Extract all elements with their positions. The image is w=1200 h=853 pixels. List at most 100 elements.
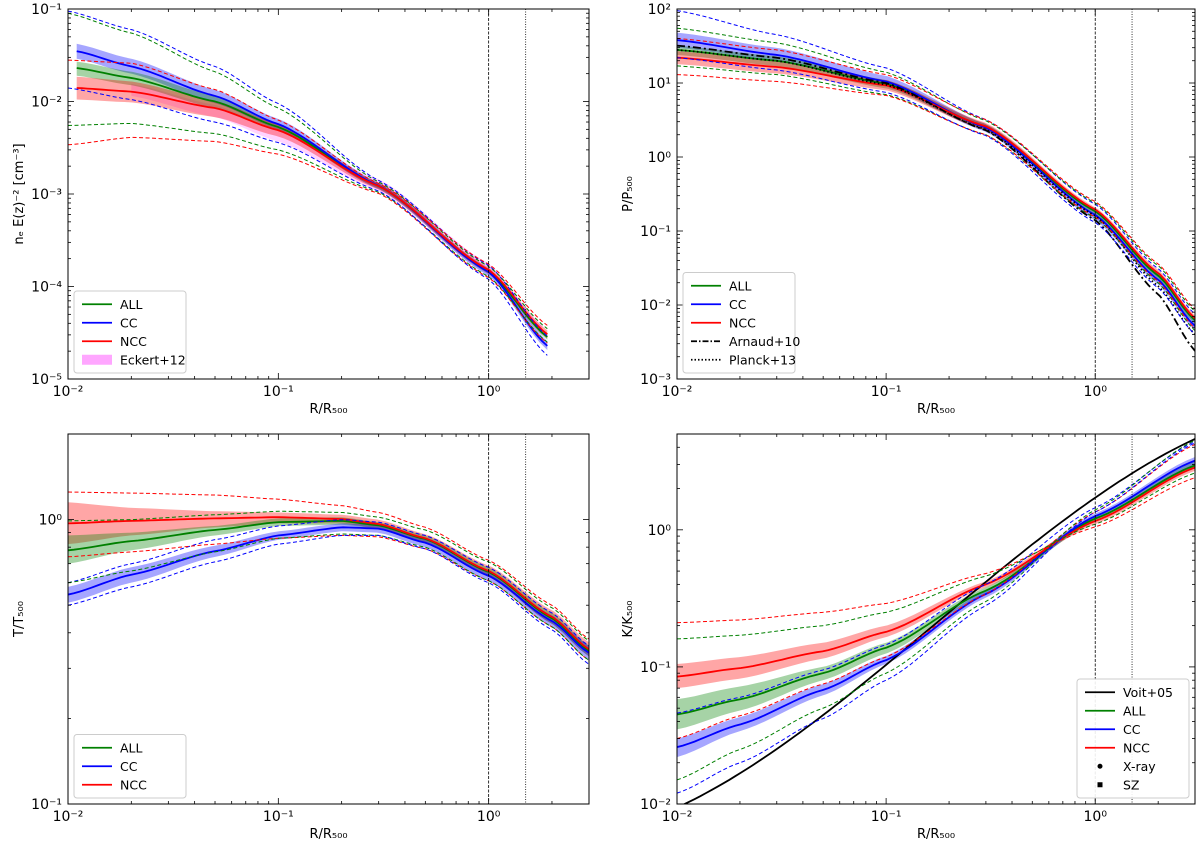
x-axis-label: R/R₅₀₀ (309, 827, 347, 842)
x-tick-label: 10⁻² (662, 384, 693, 400)
y-tick-label: 10⁻¹ (31, 797, 62, 813)
envelope-line-3 (68, 491, 589, 640)
legend-item-cc: CC (82, 759, 138, 774)
envelope-line-9 (677, 74, 1195, 329)
series-all (677, 464, 1195, 716)
plot-area (68, 10, 548, 356)
envelope-line-3 (68, 10, 548, 337)
series-voit-05 (682, 438, 1195, 804)
legend-label: SZ (1123, 777, 1140, 792)
legend-item-eckert-12: Eckert+12 (82, 352, 186, 367)
legend-item-cc: CC (1085, 722, 1141, 737)
legend-swatch (82, 354, 112, 365)
legend-item-ncc: NCC (1085, 740, 1150, 755)
legend-item-ncc: NCC (82, 334, 147, 349)
envelope-line-9 (677, 442, 1195, 794)
axes-frame (676, 8, 1196, 380)
axes-frame (67, 433, 590, 805)
legend-item-ncc: NCC (691, 315, 756, 330)
y-tick-label: 10⁻⁵ (31, 372, 62, 388)
band-cc (68, 523, 589, 661)
series-ncc (68, 516, 589, 651)
ticks (67, 434, 589, 805)
series-cc (68, 526, 589, 654)
ticks (676, 8, 1195, 380)
legend-item-planck-13: Planck+13 (691, 352, 796, 367)
y-tick-label: 10⁻¹ (640, 660, 671, 676)
legend-swatch (1097, 763, 1103, 769)
y-tick-label: 10⁻² (31, 95, 62, 111)
y-axis-label: P/P₅₀₀ (621, 176, 636, 212)
legend-label: CC (729, 297, 747, 312)
envelope-line-5 (677, 472, 1195, 640)
envelope-line-8 (68, 534, 589, 665)
legend-item-all: ALL (82, 740, 143, 755)
y-tick-label: 10⁻¹ (640, 224, 671, 240)
y-tick-label: 10⁰ (39, 513, 63, 529)
legend-label: CC (120, 759, 138, 774)
y-tick-label: 10⁻³ (31, 187, 62, 203)
envelope-line-10 (677, 57, 1195, 335)
x-tick-label: 10⁰ (1084, 384, 1108, 400)
x-tick-label: 10⁰ (477, 809, 501, 825)
envelope-line-5 (677, 10, 1195, 315)
ticks (676, 434, 1195, 805)
legend-item-voit-05: Voit+05 (1085, 685, 1173, 700)
legend-label: CC (120, 315, 138, 330)
band-ncc (677, 464, 1195, 689)
envelope-line-8 (677, 65, 1195, 332)
envelope-line-5 (68, 519, 589, 647)
series-cc (677, 39, 1195, 327)
legend-label: Arnaud+10 (729, 334, 800, 349)
legend-item-cc: CC (82, 315, 138, 330)
legend-label: ALL (729, 278, 752, 293)
legend: Voit+05 ALL CC NCC X-ray SZ (1076, 678, 1190, 799)
legend-swatch (1097, 782, 1103, 788)
envelope-line-4 (68, 12, 548, 330)
legend-label: ALL (120, 297, 143, 312)
x-tick-label: 10⁻¹ (263, 384, 294, 400)
envelope-line-6 (68, 534, 589, 661)
x-tick-label: 10⁻¹ (263, 809, 294, 825)
plot-area (677, 10, 1195, 352)
x-tick-label: 10⁰ (477, 384, 501, 400)
plot-area (677, 438, 1195, 804)
band-eckert-12 (131, 83, 543, 337)
y-tick-label: 10⁻¹ (31, 2, 62, 18)
series-cc (677, 459, 1195, 748)
axes-frame (676, 433, 1196, 805)
y-axis-label: nₑ E(z)⁻² [cm⁻³] (12, 143, 27, 244)
legend-label: NCC (1123, 740, 1150, 755)
series-ncc (76, 87, 548, 335)
panel-ne: 10⁻² 10⁻¹ 10⁰ 10⁻⁵ 10⁻⁴ 10⁻³ 10⁻² 10⁻¹ R/R₅₀₀ nₑ … (12, 2, 590, 417)
legend-label: NCC (120, 777, 147, 792)
y-tick-label: 10¹ (648, 76, 671, 92)
legend: ALL CC NCC Eckert+12 (73, 290, 187, 374)
x-tick-label: 10⁻² (662, 809, 693, 825)
legend-item-ncc: NCC (82, 777, 147, 792)
envelope-line-6 (68, 123, 548, 343)
legend-label: ALL (120, 740, 143, 755)
legend-label: Eckert+12 (120, 352, 186, 367)
envelope-line-7 (677, 37, 1195, 310)
plot-area (68, 491, 589, 665)
envelope-line-8 (68, 87, 548, 356)
y-tick-label: 10⁰ (648, 523, 672, 539)
legend-item-all: ALL (1085, 703, 1146, 718)
legend-label: NCC (120, 334, 147, 349)
y-axis-label: K/K₅₀₀ (621, 600, 636, 637)
legend: ALL CC NCC Arnaud+10 Planck+13 (682, 272, 800, 374)
y-axis-label: T/T₅₀₀ (12, 601, 27, 638)
x-axis-label: R/R₅₀₀ (917, 827, 955, 842)
ticks (67, 8, 589, 380)
x-tick-label: 10⁻² (53, 384, 84, 400)
y-tick-label: 10⁻³ (640, 372, 671, 388)
legend-item-cc: CC (691, 297, 747, 312)
x-tick-label: 10⁻¹ (871, 384, 902, 400)
y-tick-label: 10⁰ (648, 150, 672, 166)
x-tick-label: 10⁻¹ (871, 809, 902, 825)
legend-label: ALL (1123, 703, 1146, 718)
x-tick-label: 10⁰ (1084, 809, 1108, 825)
legend: ALL CC NCC (73, 734, 187, 799)
